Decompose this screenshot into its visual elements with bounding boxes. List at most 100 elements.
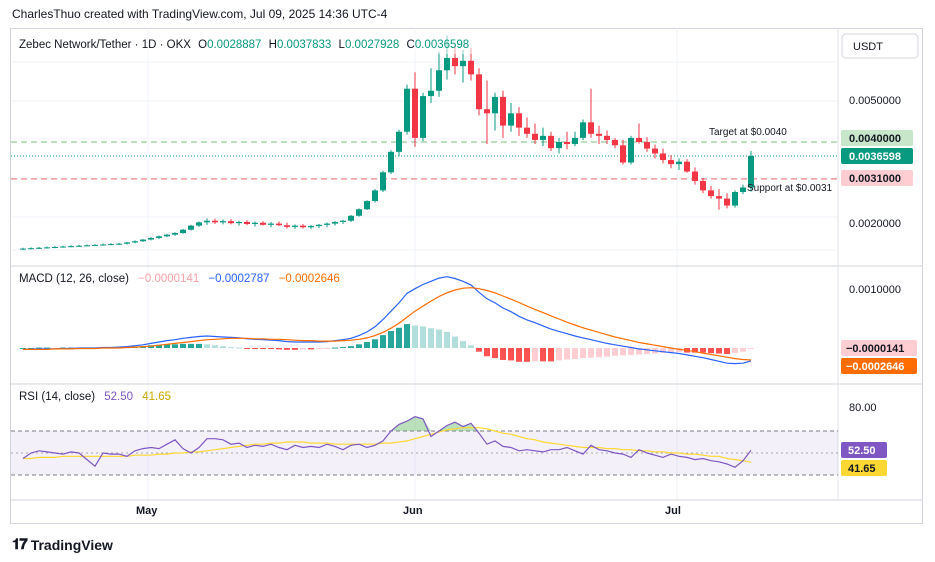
tradingview-logo-icon: 𝟏𝟕 — [12, 536, 28, 553]
currency-button[interactable] — [841, 33, 919, 59]
macd-hist-bar — [460, 341, 466, 348]
macd-hist-bar — [668, 348, 674, 353]
macd-hist-bar — [204, 344, 210, 348]
candle-body — [204, 220, 210, 223]
rsi-ma-value: 41.65 — [142, 391, 171, 403]
macd-pane[interactable]: MACD (12, 26, close) −0.0000141 −0.00027… — [19, 273, 917, 374]
macd-hist-bar — [676, 348, 682, 353]
macd-hist-bar — [340, 347, 346, 349]
candle-body — [452, 57, 458, 67]
macd-hist-bar — [620, 348, 626, 356]
macd-hist-bar — [36, 347, 42, 349]
rsi-pane[interactable]: RSI (14, close) 52.50 41.65 80.00 52.50 … — [11, 391, 887, 476]
candle-body — [164, 234, 170, 237]
candle-body — [332, 221, 338, 224]
candle-body — [36, 247, 42, 249]
tradingview-brand: TradingView — [30, 536, 113, 553]
macd-hist-bar — [548, 348, 554, 362]
candle-body — [44, 247, 50, 249]
macd-hist-bar — [596, 348, 602, 358]
tradingview-logo[interactable]: 𝟏𝟕 TradingView — [12, 536, 113, 553]
macd-hist-bar — [244, 348, 250, 349]
rsi-legend: RSI (14, close) 52.50 41.65 — [19, 391, 171, 403]
macd-hist-bar — [444, 331, 450, 348]
candle-body — [148, 237, 154, 240]
macd-hist-bar — [476, 348, 482, 352]
time-axis-label: May — [136, 505, 158, 517]
candle-body — [484, 109, 490, 114]
macd-hist-bar — [708, 348, 714, 354]
candle-body — [132, 241, 138, 243]
macd-hist-bar — [524, 348, 530, 362]
candle-body — [116, 243, 122, 245]
macd-hist-bar — [724, 348, 730, 354]
candle-body — [68, 246, 74, 248]
macd-hist-bar — [740, 348, 746, 352]
macd-hist-bar — [300, 348, 306, 350]
macd-hist-bar — [748, 348, 754, 349]
macd-hist-bar — [500, 348, 506, 360]
macd-hist-bar — [372, 339, 378, 348]
macd-hist-bar — [700, 348, 706, 353]
candle-body — [308, 226, 314, 228]
macd-signal-value: −0.0002646 — [279, 273, 340, 285]
candle-body — [220, 221, 226, 223]
candle-body — [676, 161, 682, 165]
macd-hist-bar — [508, 348, 514, 361]
target-badge — [841, 130, 913, 146]
macd-hist-bar — [564, 348, 570, 360]
macd-hist-bar — [356, 344, 362, 348]
macd-hist-bar — [196, 343, 202, 348]
macd-hist-bar — [428, 328, 434, 348]
macd-hist-bar — [436, 329, 442, 348]
candle-body — [492, 96, 498, 114]
macd-hist-bar — [188, 343, 194, 348]
candle-body — [124, 242, 130, 244]
candle-body — [444, 57, 450, 71]
legend-pair: Zebec Network/Tether · 1D · OKX — [19, 39, 191, 51]
candle-body — [212, 220, 218, 223]
macd-hist-value: −0.0000141 — [138, 273, 199, 285]
target-badge-label: 0.0040000 — [849, 133, 901, 145]
rsi-overbought-fill — [23, 416, 751, 431]
candle-body — [180, 229, 186, 234]
macd-hist-bar — [604, 348, 610, 357]
target-annotation: Target at $0.0040 — [709, 127, 787, 138]
candle-body — [620, 145, 626, 163]
rsi-band-fill — [11, 431, 838, 475]
candle-body — [596, 133, 602, 136]
macd-hist-bar — [396, 327, 402, 348]
legend-backdrop — [14, 34, 514, 54]
rsi-badge — [841, 442, 887, 458]
macd-hist-bar — [732, 348, 738, 354]
macd-hist-bar — [636, 348, 642, 355]
macd-hist-bar — [516, 348, 522, 362]
candle-body — [508, 113, 514, 126]
candle-body — [420, 96, 426, 138]
macd-signal-badge-label: −0.0002646 — [846, 361, 904, 373]
macd-hist-bar — [316, 348, 322, 349]
candle-body — [436, 70, 442, 91]
macd-hist-bar — [644, 348, 650, 354]
candle-body — [292, 225, 298, 227]
macd-hist-bar — [404, 324, 410, 348]
candle-body — [548, 135, 554, 149]
candle-body — [692, 171, 698, 181]
chart-frame[interactable] — [10, 28, 923, 524]
legend-open-value: 0.0028887 — [207, 39, 261, 51]
price-axis-label: 0.0050000 — [849, 95, 901, 107]
macd-hist-bar — [172, 344, 178, 348]
candle-body — [196, 222, 202, 226]
macd-hist-bar — [540, 348, 546, 362]
candle-body — [748, 155, 754, 188]
candle-body — [284, 225, 290, 227]
candle-body — [428, 90, 434, 97]
candle-body — [268, 223, 274, 225]
macd-hist-bar — [612, 348, 618, 356]
legend-high-label: H — [269, 39, 277, 51]
price-pane[interactable]: Target at $0.0040 Support at $0.0031 0.0… — [11, 33, 919, 251]
macd-hist-bar — [308, 348, 314, 350]
candle-body — [476, 74, 482, 110]
grid — [11, 28, 922, 501]
